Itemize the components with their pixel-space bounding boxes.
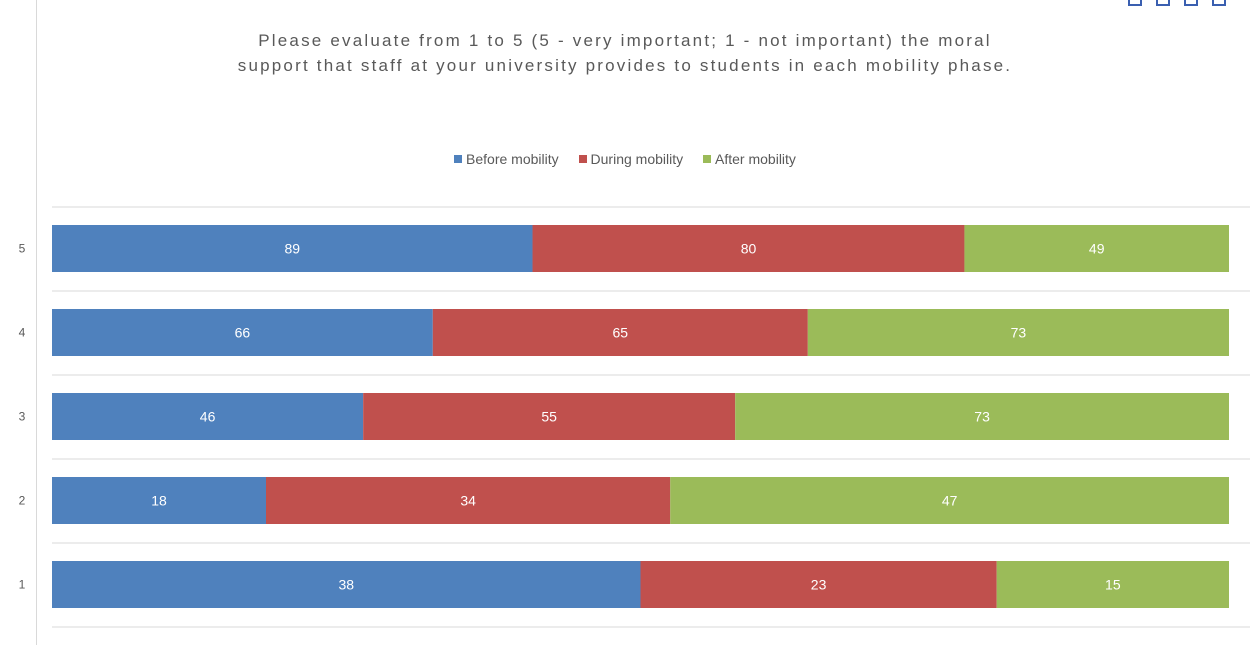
bar-segment bbox=[640, 561, 997, 608]
data-label: 73 bbox=[974, 409, 990, 425]
category-label: 4 bbox=[19, 326, 26, 340]
legend-swatch-before bbox=[454, 155, 463, 163]
toolbar-icon[interactable] bbox=[1212, 0, 1226, 6]
legend-label-before: Before mobility bbox=[466, 151, 559, 167]
legend-swatch-during bbox=[578, 155, 587, 163]
bar-segment bbox=[996, 561, 1229, 608]
toolbar-icon[interactable] bbox=[1128, 0, 1142, 6]
bar-segment bbox=[670, 477, 1229, 524]
bar-segment bbox=[432, 309, 808, 356]
toolbar-icon[interactable] bbox=[1184, 0, 1198, 6]
category-label: 1 bbox=[19, 578, 26, 592]
bar-segment bbox=[735, 393, 1229, 440]
data-label: 47 bbox=[942, 493, 958, 509]
data-label: 49 bbox=[1089, 241, 1105, 257]
data-label: 65 bbox=[613, 325, 629, 341]
corner-toolbar bbox=[1128, 0, 1226, 8]
data-label: 34 bbox=[460, 493, 476, 509]
category-label: 2 bbox=[19, 494, 26, 508]
category-label: 5 bbox=[19, 242, 26, 256]
bar-segment bbox=[52, 561, 641, 608]
data-label: 46 bbox=[200, 409, 216, 425]
bar-segment bbox=[807, 309, 1229, 356]
legend-item-after: After mobility bbox=[703, 151, 796, 167]
category-label: 3 bbox=[19, 410, 26, 424]
toolbar-icon[interactable] bbox=[1156, 0, 1170, 6]
bar-segment bbox=[363, 393, 736, 440]
chart-frame bbox=[36, 0, 1250, 645]
data-label: 89 bbox=[284, 241, 300, 257]
chart-title: Please evaluate from 1 to 5 (5 - very im… bbox=[0, 28, 1250, 78]
data-label: 38 bbox=[338, 577, 354, 593]
data-label: 18 bbox=[151, 493, 167, 509]
bar-segment bbox=[964, 225, 1229, 272]
data-label: 55 bbox=[541, 409, 557, 425]
bar-segment bbox=[532, 225, 965, 272]
bar-segment bbox=[52, 309, 433, 356]
legend-label-during: During mobility bbox=[590, 151, 684, 167]
legend-item-before: Before mobility bbox=[454, 151, 559, 167]
bar-segment bbox=[266, 477, 671, 524]
chart-title-line-2: support that staff at your university pr… bbox=[237, 56, 1013, 75]
data-label: 73 bbox=[1011, 325, 1027, 341]
legend-swatch-after bbox=[703, 155, 712, 163]
bar-segment bbox=[52, 393, 364, 440]
legend-item-during: During mobility bbox=[578, 151, 684, 167]
bar-segment bbox=[52, 225, 533, 272]
chart-legend: Before mobility During mobility After mo… bbox=[0, 150, 1250, 167]
data-label: 66 bbox=[235, 325, 251, 341]
data-label: 23 bbox=[811, 577, 827, 593]
legend-label-after: After mobility bbox=[715, 151, 796, 167]
bar-segment bbox=[52, 477, 266, 524]
data-label: 80 bbox=[741, 241, 757, 257]
chart-title-line-1: Please evaluate from 1 to 5 (5 - very im… bbox=[258, 31, 992, 50]
data-label: 15 bbox=[1105, 577, 1121, 593]
